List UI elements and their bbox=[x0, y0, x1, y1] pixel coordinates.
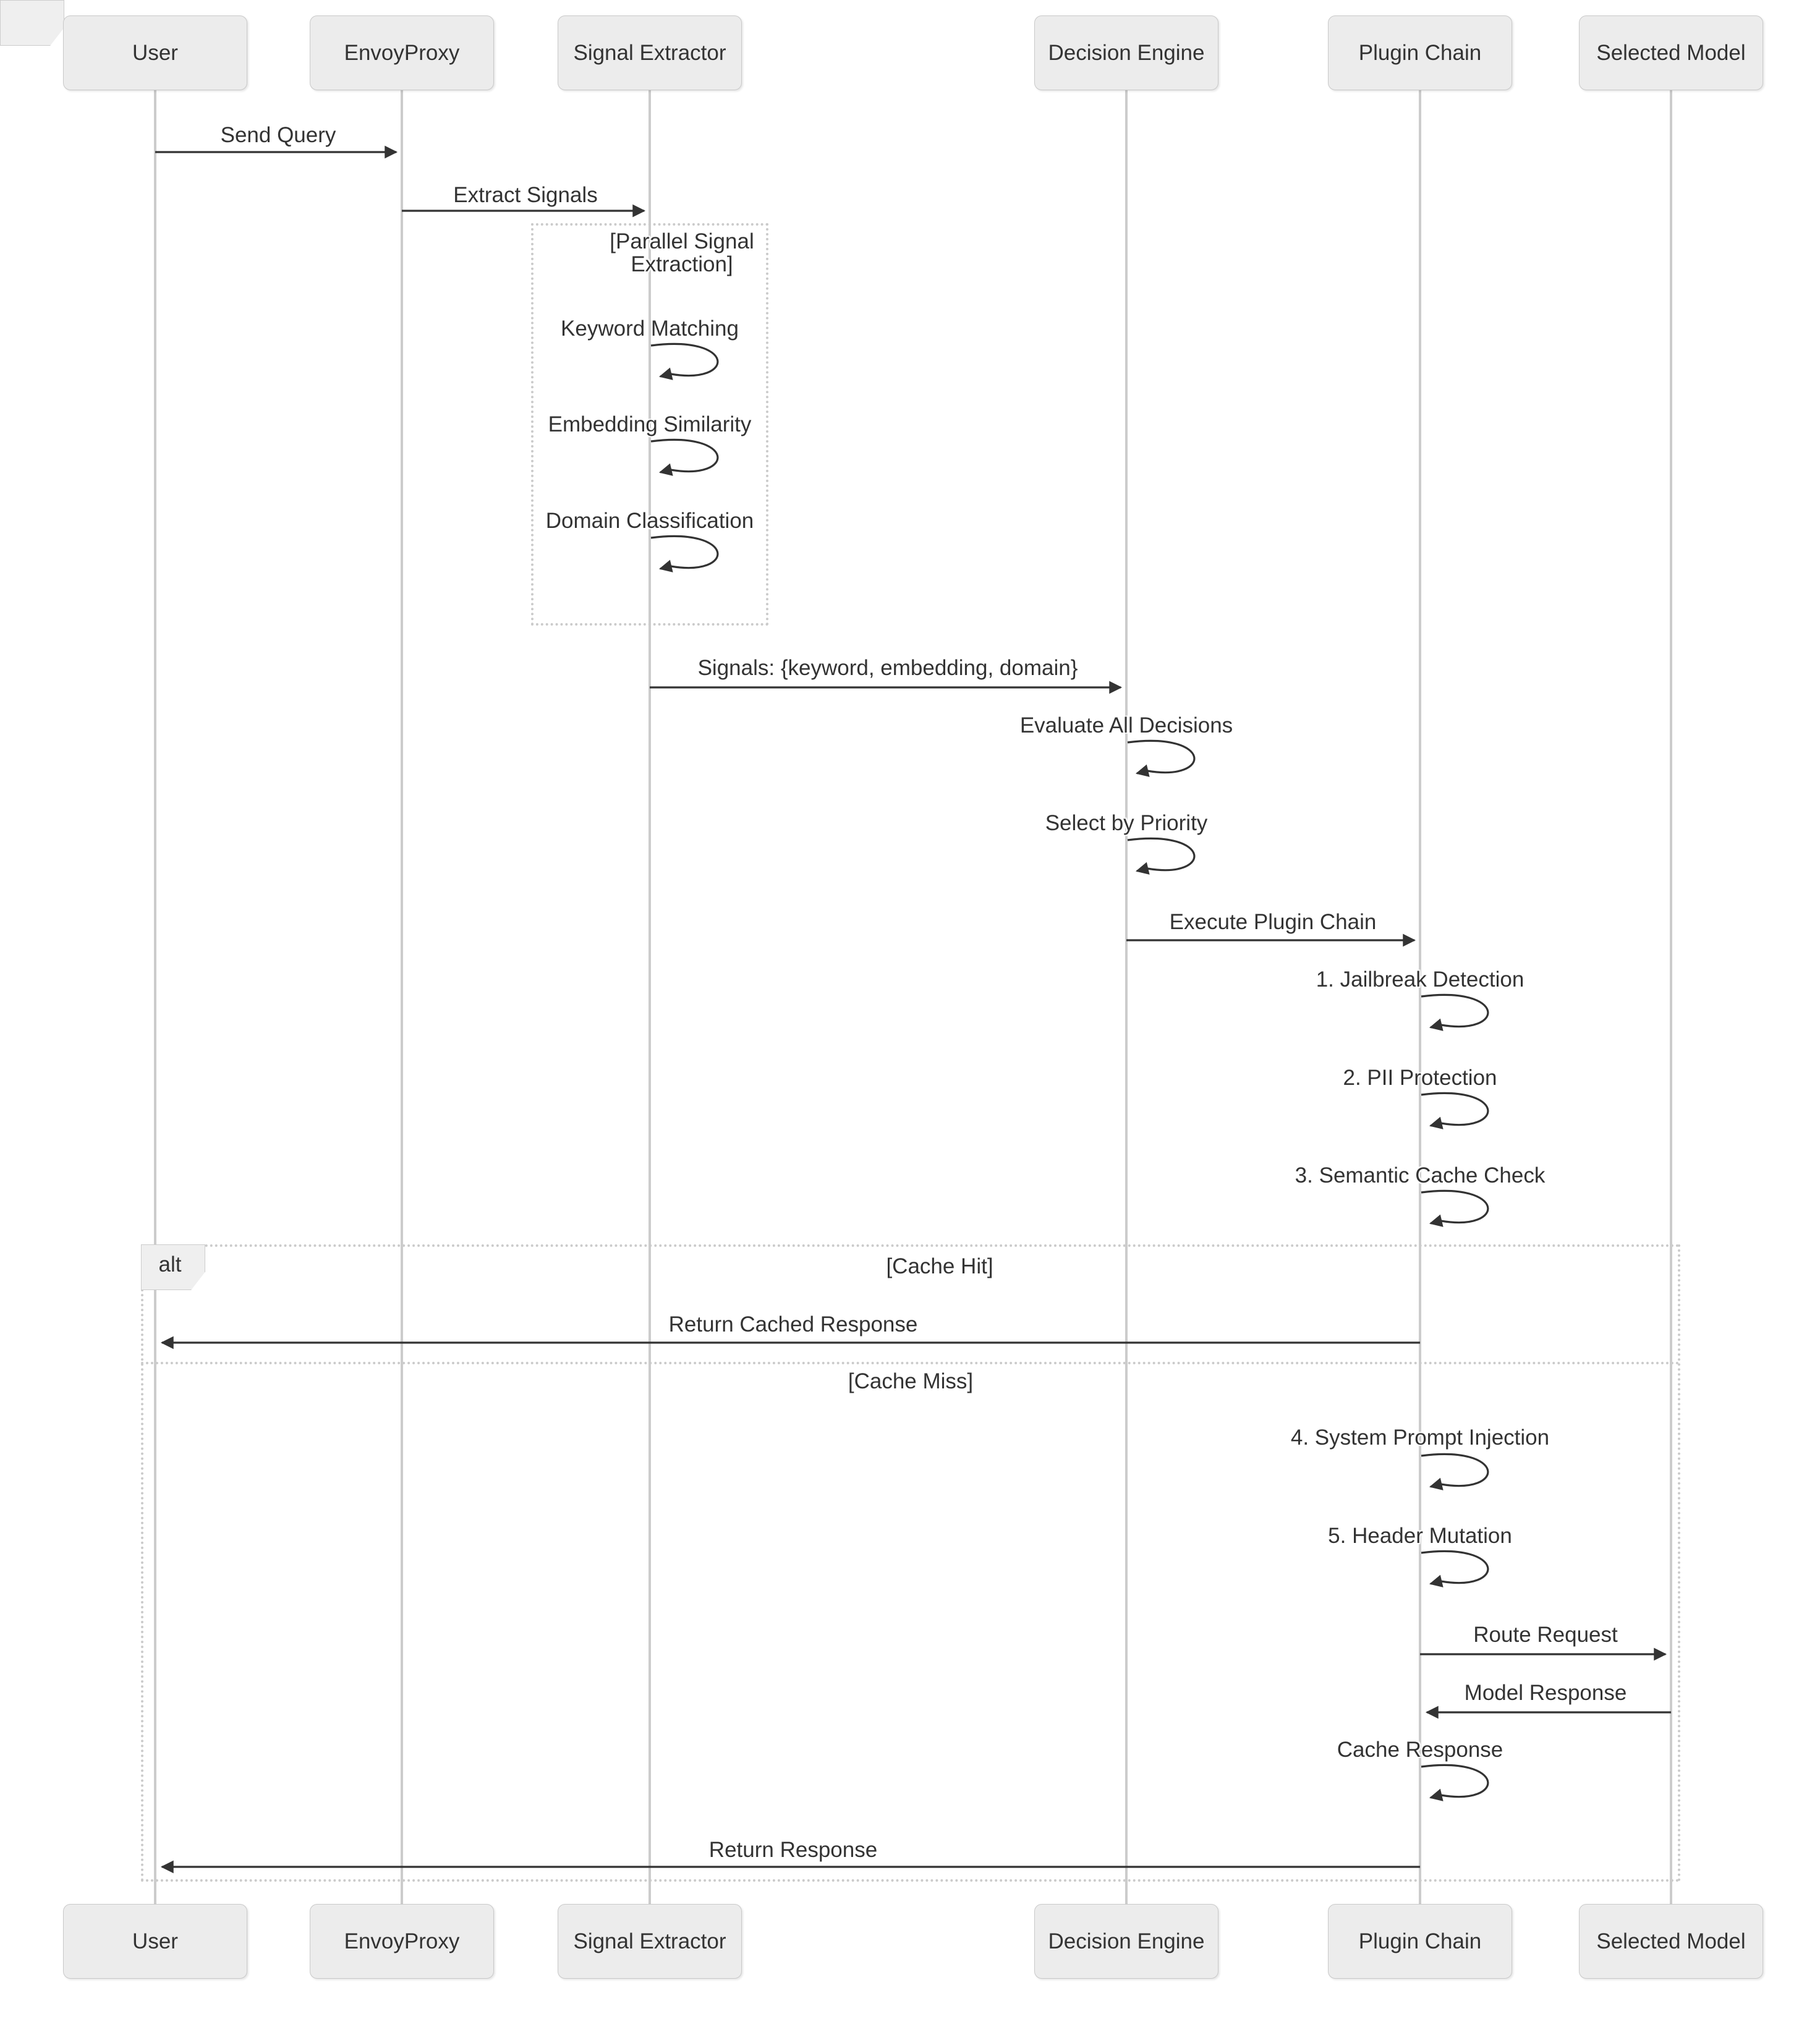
par-block-frame bbox=[531, 223, 768, 626]
alt-condition-cache-miss: [Cache Miss] bbox=[848, 1369, 974, 1393]
message-label-execute-plugin-chain: Execute Plugin Chain bbox=[1169, 910, 1377, 934]
message-label-embedding-similarity: Embedding Similarity bbox=[548, 412, 752, 436]
actor-bottom-plugin-chain-label: Plugin Chain bbox=[1358, 1929, 1482, 1953]
alt-block-frame bbox=[141, 1244, 1680, 1882]
par-block-title-line2: Extraction] bbox=[631, 252, 733, 276]
lifeline-plugin-chain bbox=[1419, 90, 1421, 1904]
message-label-system-prompt-injection: 4. System Prompt Injection bbox=[1290, 1425, 1550, 1450]
actor-bottom-envoy-proxy: EnvoyProxy bbox=[310, 1904, 494, 1979]
actor-bottom-user-label: User bbox=[132, 1929, 178, 1953]
lifeline-user bbox=[154, 90, 156, 1904]
actor-top-signal-extractor: Signal Extractor bbox=[558, 15, 742, 90]
self-loop-select-by-priority bbox=[1127, 837, 1196, 875]
actor-top-user: User bbox=[63, 15, 247, 90]
message-label-return-cached-response: Return Cached Response bbox=[668, 1312, 918, 1336]
lifeline-selected-model bbox=[1670, 90, 1672, 1904]
message-label-domain-classification: Domain Classification bbox=[545, 509, 754, 533]
message-label-keyword-matching: Keyword Matching bbox=[561, 317, 739, 341]
actor-bottom-user: User bbox=[63, 1904, 247, 1979]
par-block-title-line1: [Parallel Signal bbox=[610, 229, 754, 253]
par-block-tab: par bbox=[0, 0, 64, 46]
alt-block-tab-label: alt bbox=[158, 1252, 182, 1277]
message-label-semantic-cache-check: 3. Semantic Cache Check bbox=[1295, 1163, 1546, 1187]
actor-top-plugin-chain-label: Plugin Chain bbox=[1358, 40, 1482, 65]
actor-top-signal-extractor-label: Signal Extractor bbox=[573, 40, 726, 65]
actor-top-selected-model-label: Selected Model bbox=[1596, 40, 1746, 65]
actor-top-envoy-proxy: EnvoyProxy bbox=[310, 15, 494, 90]
actor-top-envoy-proxy-label: EnvoyProxy bbox=[344, 40, 460, 65]
lifeline-envoy-proxy bbox=[401, 90, 403, 1904]
lifeline-decision-engine bbox=[1125, 90, 1128, 1904]
self-loop-evaluate-all-decisions bbox=[1127, 739, 1196, 777]
message-label-header-mutation: 5. Header Mutation bbox=[1328, 1524, 1512, 1548]
actor-bottom-decision-engine-label: Decision Engine bbox=[1048, 1929, 1205, 1953]
message-label-extract-signals: Extract Signals bbox=[453, 183, 598, 207]
self-loop-pii-protection bbox=[1421, 1092, 1489, 1129]
alt-block-tab: alt bbox=[141, 1244, 205, 1290]
actor-top-selected-model: Selected Model bbox=[1579, 15, 1763, 90]
lifeline-signal-extractor bbox=[648, 90, 651, 1904]
message-label-return-response: Return Response bbox=[708, 1838, 878, 1862]
message-label-route-request: Route Request bbox=[1473, 1623, 1618, 1647]
par-block-title: [Parallel Signal Extraction] bbox=[610, 230, 754, 276]
alt-block-divider bbox=[141, 1362, 1680, 1364]
self-loop-jailbreak-detection bbox=[1421, 993, 1489, 1031]
message-label-cache-response: Cache Response bbox=[1337, 1738, 1503, 1762]
self-loop-semantic-cache-check bbox=[1421, 1189, 1489, 1227]
actor-bottom-signal-extractor-label: Signal Extractor bbox=[573, 1929, 726, 1953]
actor-bottom-envoy-proxy-label: EnvoyProxy bbox=[344, 1929, 460, 1953]
actor-top-plugin-chain: Plugin Chain bbox=[1328, 15, 1512, 90]
message-label-pii-protection: 2. PII Protection bbox=[1343, 1066, 1497, 1090]
actor-top-decision-engine: Decision Engine bbox=[1034, 15, 1218, 90]
actor-bottom-plugin-chain: Plugin Chain bbox=[1328, 1904, 1512, 1979]
message-label-signals: Signals: {keyword, embedding, domain} bbox=[697, 656, 1078, 680]
actor-bottom-selected-model-label: Selected Model bbox=[1596, 1929, 1746, 1953]
message-label-jailbreak-detection: 1. Jailbreak Detection bbox=[1316, 967, 1524, 992]
actor-bottom-signal-extractor: Signal Extractor bbox=[558, 1904, 742, 1979]
actor-top-user-label: User bbox=[132, 40, 178, 65]
message-label-send-query: Send Query bbox=[220, 123, 336, 147]
message-label-evaluate-all-decisions: Evaluate All Decisions bbox=[1019, 713, 1233, 737]
actor-top-decision-engine-label: Decision Engine bbox=[1048, 40, 1205, 65]
alt-condition-cache-hit: [Cache Hit] bbox=[886, 1254, 993, 1278]
actor-bottom-decision-engine: Decision Engine bbox=[1034, 1904, 1218, 1979]
message-label-model-response: Model Response bbox=[1464, 1681, 1627, 1705]
message-label-select-by-priority: Select by Priority bbox=[1045, 811, 1208, 835]
actor-bottom-selected-model: Selected Model bbox=[1579, 1904, 1763, 1979]
